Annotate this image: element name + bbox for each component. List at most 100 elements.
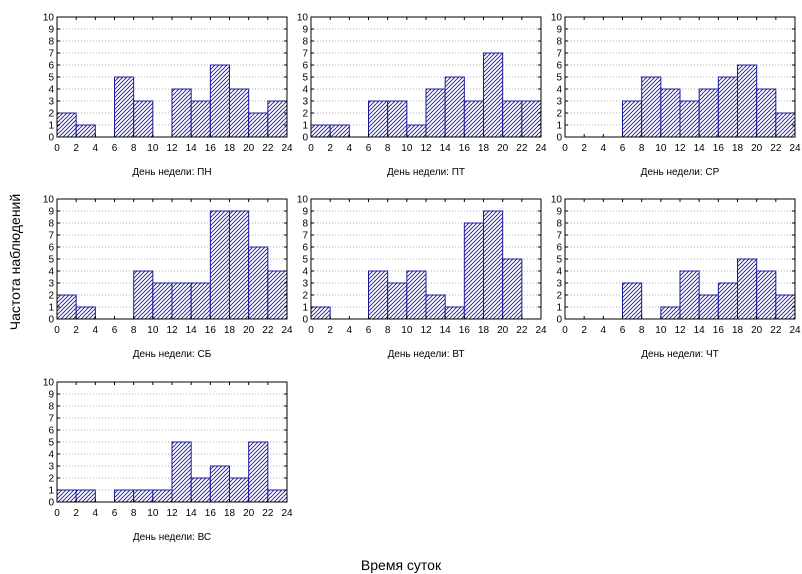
y-tick-label: 5 [48, 73, 54, 84]
y-tick-label: 7 [556, 231, 562, 242]
x-tick-label: 16 [205, 508, 217, 519]
x-tick-label: 0 [54, 508, 60, 519]
panel-title: День недели: ВС [133, 532, 211, 543]
y-tick-label: 3 [302, 97, 308, 108]
y-tick-label: 1 [48, 486, 54, 497]
y-tick-label: 4 [302, 267, 308, 278]
y-tick-label: 2 [48, 474, 54, 485]
x-tick-label: 6 [620, 143, 626, 154]
y-tick-label: 6 [48, 61, 54, 72]
x-tick-label: 20 [497, 143, 509, 154]
y-tick-label: 9 [48, 25, 54, 36]
x-tick-label: 6 [112, 508, 118, 519]
bar [171, 282, 192, 320]
y-tick-label: 0 [48, 498, 54, 509]
bar [310, 124, 331, 138]
x-tick-label: 6 [112, 143, 118, 154]
x-tick-label: 24 [535, 143, 547, 154]
y-tick-label: 8 [302, 37, 308, 48]
panel-title: День недели: ЧТ [641, 349, 719, 360]
y-tick-label: 4 [556, 85, 562, 96]
y-tick-label: 9 [48, 390, 54, 401]
y-tick-label: 8 [556, 219, 562, 230]
x-tick-label: 24 [281, 508, 293, 519]
y-tick-label: 10 [43, 378, 55, 389]
bar [698, 88, 719, 138]
y-tick-label: 4 [48, 85, 54, 96]
x-tick-label: 16 [205, 143, 217, 154]
bar [387, 100, 408, 138]
x-tick-label: 8 [639, 325, 645, 336]
y-tick-label: 3 [302, 279, 308, 290]
y-tick-label: 10 [43, 13, 55, 24]
x-tick-label: 18 [224, 143, 236, 154]
x-tick-label: 24 [535, 325, 547, 336]
y-tick-label: 7 [302, 231, 308, 242]
bar [463, 100, 485, 138]
x-tick-label: 4 [347, 143, 353, 154]
x-tick-label: 14 [186, 143, 198, 154]
x-tick-label: 2 [327, 325, 333, 336]
y-tick-label: 6 [48, 426, 54, 437]
x-tick-label: 10 [147, 143, 159, 154]
bar [737, 64, 758, 138]
x-tick-label: 0 [54, 325, 60, 336]
y-tick-label: 5 [48, 255, 54, 266]
x-tick-label: 12 [166, 325, 178, 336]
y-tick-label: 6 [556, 61, 562, 72]
y-tick-label: 2 [302, 291, 308, 302]
x-tick-label: 22 [262, 508, 274, 519]
x-tick-label: 16 [205, 325, 217, 336]
y-tick-label: 2 [302, 109, 308, 120]
x-tick-label: 22 [262, 143, 274, 154]
bar [425, 294, 446, 320]
bar [133, 270, 154, 320]
bar [133, 489, 154, 503]
x-tick-label: 2 [73, 508, 79, 519]
x-tick-label: 8 [131, 143, 137, 154]
bar [425, 88, 446, 138]
bar [406, 124, 427, 138]
bar [717, 76, 738, 138]
y-tick-label: 3 [48, 462, 54, 473]
bar [660, 88, 681, 138]
x-tick-label: 8 [131, 325, 137, 336]
y-tick-label: 2 [48, 291, 54, 302]
x-tick-label: 20 [243, 508, 255, 519]
x-tick-label: 4 [93, 143, 99, 154]
y-tick-label: 0 [302, 133, 308, 144]
x-tick-label: 2 [581, 325, 587, 336]
x-tick-label: 24 [789, 325, 801, 336]
panel-title: День недели: ВТ [388, 349, 465, 360]
y-tick-label: 3 [556, 97, 562, 108]
bar [229, 88, 250, 138]
bar [229, 477, 250, 503]
x-tick-label: 24 [281, 143, 293, 154]
bar [152, 282, 173, 320]
y-tick-label: 8 [302, 219, 308, 230]
bar [75, 489, 96, 503]
x-tick-label: 12 [420, 325, 432, 336]
y-tick-label: 10 [297, 13, 309, 24]
x-tick-label: 18 [224, 508, 236, 519]
y-tick-label: 9 [302, 25, 308, 36]
x-tick-label: 18 [224, 325, 236, 336]
y-tick-label: 6 [302, 61, 308, 72]
x-tick-label: 14 [186, 508, 198, 519]
y-tick-label: 1 [302, 121, 308, 132]
x-tick-label: 14 [440, 325, 452, 336]
y-tick-label: 0 [556, 133, 562, 144]
x-tick-label: 6 [620, 325, 626, 336]
x-tick-label: 16 [713, 325, 725, 336]
x-tick-label: 12 [674, 143, 686, 154]
bar [502, 258, 523, 320]
y-tick-label: 3 [556, 279, 562, 290]
y-tick-label: 1 [48, 121, 54, 132]
y-tick-label: 8 [48, 37, 54, 48]
bar [483, 210, 504, 320]
bar [698, 294, 719, 320]
